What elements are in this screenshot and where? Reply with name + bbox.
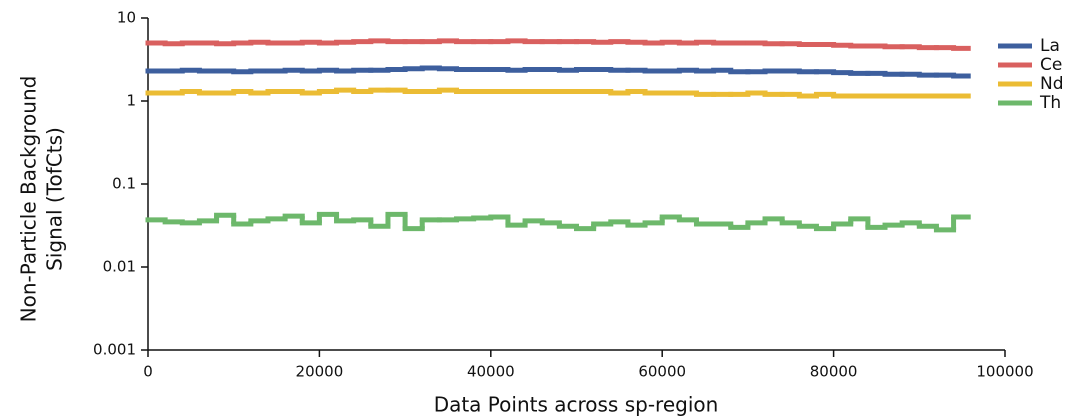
y-tick-label: 0.001	[93, 341, 136, 359]
legend-label: Nd	[1040, 74, 1064, 94]
x-axis-label: Data Points across sp-region	[434, 393, 719, 417]
y-axis-label: Signal (TofCts)	[43, 127, 67, 271]
x-tick-label: 80000	[810, 363, 858, 381]
x-tick-label: 100000	[976, 363, 1033, 381]
y-tick-label: 10	[117, 9, 136, 27]
x-tick-label: 40000	[467, 363, 515, 381]
y-axis-label: Non-Particle Background	[17, 76, 41, 323]
x-tick-label: 20000	[296, 363, 344, 381]
legend-label: Th	[1039, 93, 1061, 113]
x-tick-label: 0	[143, 363, 153, 381]
x-tick-label: 60000	[638, 363, 686, 381]
y-tick-label: 1	[126, 92, 136, 110]
y-tick-label: 0.1	[112, 175, 136, 193]
legend-label: Ce	[1040, 55, 1062, 75]
y-tick-label: 0.01	[103, 258, 136, 276]
legend-label: La	[1040, 36, 1060, 56]
